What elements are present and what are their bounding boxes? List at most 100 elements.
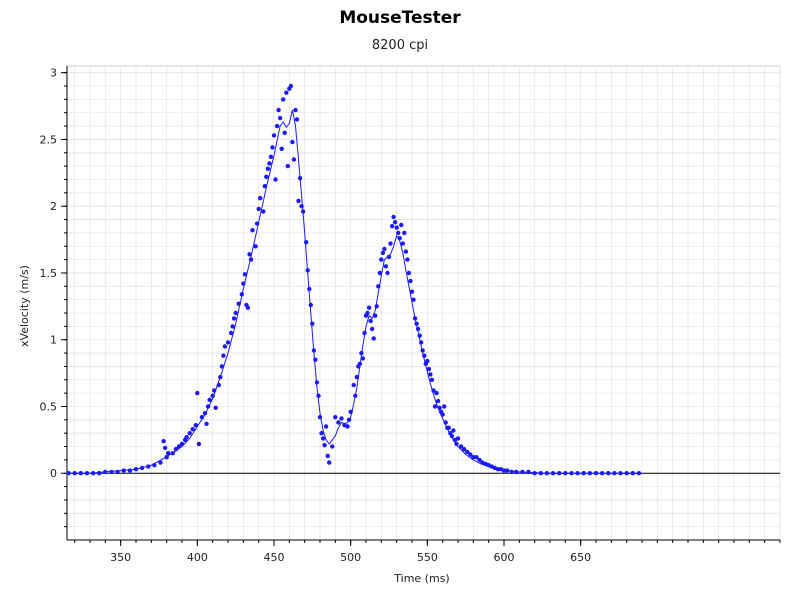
x-tick-label: 600 bbox=[494, 551, 515, 564]
smoothed-velocity-line bbox=[68, 109, 642, 474]
velocity-point bbox=[304, 240, 309, 245]
velocity-point bbox=[581, 471, 586, 476]
velocity-point bbox=[406, 270, 412, 276]
velocity-point bbox=[357, 361, 363, 366]
velocity-point bbox=[432, 404, 438, 409]
velocity-point bbox=[422, 353, 427, 358]
velocity-point bbox=[179, 441, 185, 447]
velocity-point bbox=[520, 469, 525, 475]
velocity-point bbox=[184, 435, 189, 440]
x-axis-title: Time (ms) bbox=[393, 572, 449, 585]
velocity-point bbox=[213, 405, 218, 410]
velocity-point bbox=[245, 305, 251, 310]
velocity-point bbox=[264, 174, 269, 179]
velocity-point bbox=[115, 469, 120, 475]
velocity-point bbox=[256, 206, 261, 212]
velocity-point bbox=[310, 321, 315, 326]
velocity-point bbox=[250, 228, 255, 233]
velocity-point bbox=[254, 221, 260, 226]
velocity-point bbox=[90, 471, 96, 476]
velocity-point bbox=[313, 357, 318, 362]
velocity-point bbox=[386, 254, 392, 260]
velocity-point bbox=[431, 388, 436, 393]
velocity-point bbox=[196, 441, 202, 447]
velocity-point bbox=[526, 469, 531, 475]
velocity-point bbox=[205, 404, 211, 409]
velocity-point bbox=[354, 374, 359, 380]
velocity-point bbox=[446, 425, 451, 430]
velocity-point bbox=[454, 441, 459, 447]
velocity-point bbox=[504, 468, 510, 473]
velocity-point bbox=[268, 154, 274, 159]
velocity-point bbox=[271, 133, 277, 138]
velocity-point bbox=[434, 390, 439, 396]
velocity-point bbox=[426, 366, 432, 372]
velocity-point bbox=[336, 420, 341, 425]
velocity-point bbox=[225, 340, 231, 345]
velocity-point bbox=[557, 471, 562, 476]
velocity-point bbox=[408, 278, 413, 284]
velocity-point bbox=[451, 428, 456, 433]
velocity-point bbox=[222, 344, 228, 349]
velocity-point bbox=[308, 302, 313, 308]
y-tick-label: 2 bbox=[50, 200, 57, 213]
velocity-point bbox=[477, 457, 482, 463]
y-tick-label: 0.5 bbox=[40, 400, 58, 413]
velocity-point bbox=[216, 382, 221, 388]
velocity-point bbox=[327, 460, 332, 465]
velocity-point bbox=[458, 444, 464, 449]
velocity-point bbox=[323, 424, 329, 429]
velocity-point bbox=[397, 236, 402, 241]
velocity-point bbox=[405, 257, 410, 262]
velocity-point bbox=[348, 409, 353, 414]
velocity-point bbox=[359, 350, 364, 356]
velocity-point bbox=[471, 455, 476, 460]
velocity-point bbox=[288, 83, 294, 89]
velocity-point bbox=[187, 431, 192, 436]
velocity-point bbox=[399, 222, 404, 228]
velocity-point bbox=[170, 451, 175, 456]
velocity-point bbox=[442, 404, 447, 409]
velocity-point bbox=[630, 471, 635, 476]
velocity-point bbox=[319, 431, 324, 436]
velocity-point bbox=[353, 393, 358, 398]
velocity-point bbox=[461, 447, 467, 452]
velocity-point bbox=[379, 257, 384, 262]
velocity-point bbox=[236, 301, 241, 306]
velocity-point bbox=[282, 130, 287, 135]
velocity-point bbox=[339, 416, 344, 421]
velocity-point bbox=[230, 324, 235, 329]
velocity-point bbox=[373, 313, 378, 318]
velocity-point bbox=[273, 177, 278, 182]
x-tick-label: 500 bbox=[340, 551, 361, 564]
velocity-point bbox=[389, 224, 395, 229]
velocity-point bbox=[233, 310, 238, 316]
velocity-point bbox=[388, 241, 393, 246]
velocity-point bbox=[417, 333, 422, 338]
velocity-point bbox=[300, 209, 306, 214]
velocity-point bbox=[297, 176, 303, 181]
chart-title: MouseTester bbox=[339, 8, 461, 28]
grid bbox=[66, 65, 781, 541]
velocity-point bbox=[587, 471, 593, 476]
velocity-point bbox=[402, 230, 407, 236]
velocity-point bbox=[199, 415, 205, 420]
x-tick-label: 400 bbox=[187, 551, 208, 564]
velocity-point bbox=[293, 107, 298, 113]
velocity-point bbox=[374, 304, 379, 309]
velocity-point bbox=[158, 460, 163, 465]
x-tick-label: 650 bbox=[570, 551, 591, 564]
velocity-point bbox=[575, 471, 580, 476]
velocity-point bbox=[330, 444, 335, 449]
velocity-point bbox=[277, 115, 283, 121]
velocity-point bbox=[369, 326, 375, 332]
velocity-point bbox=[440, 412, 445, 417]
velocity-point bbox=[514, 469, 519, 475]
velocity-point bbox=[161, 439, 166, 444]
velocity-point bbox=[449, 433, 455, 439]
velocity-point bbox=[468, 452, 473, 457]
velocity-point bbox=[465, 449, 470, 455]
velocity-point bbox=[78, 471, 84, 476]
velocity-point bbox=[419, 340, 424, 345]
velocity-point bbox=[261, 209, 266, 214]
